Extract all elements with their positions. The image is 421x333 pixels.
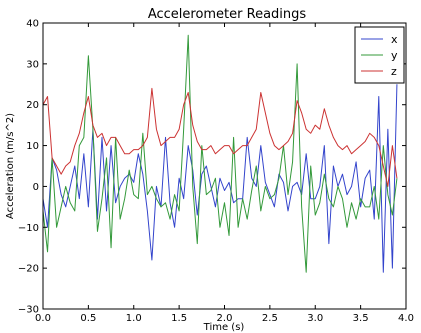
- x-axis-label: Time (s): [203, 322, 245, 333]
- legend-label-y: y: [391, 49, 398, 62]
- y-tick-label: 30: [26, 59, 39, 70]
- y-tick-label: 40: [26, 19, 39, 30]
- legend-label-z: z: [391, 65, 397, 78]
- legend-label-x: x: [391, 33, 398, 46]
- y-tick-label: −20: [18, 264, 39, 275]
- x-tick-label: 3.0: [307, 313, 323, 324]
- x-tick-label: 1.0: [126, 313, 142, 324]
- y-tick-label: 0: [33, 182, 39, 193]
- x-tick-label: 4.0: [398, 313, 414, 324]
- x-tick-label: 0.0: [35, 313, 51, 324]
- y-tick-label: −30: [18, 305, 39, 316]
- y-tick-label: −10: [18, 223, 39, 234]
- chart-title: Accelerometer Readings: [148, 7, 307, 22]
- y-axis: −30 −20 −10 0 10 20 30 40: [18, 19, 406, 316]
- x-tick-label: 3.5: [353, 313, 369, 324]
- y-tick-label: 20: [26, 100, 39, 111]
- series-line-y: [43, 34, 398, 273]
- y-tick-label: 10: [26, 141, 39, 152]
- x-tick-label: 2.5: [262, 313, 278, 324]
- x-tick-label: 0.5: [80, 313, 96, 324]
- y-axis-label: Acceleration (m/s^2): [5, 113, 16, 219]
- x-tick-label: 2.0: [217, 313, 233, 324]
- x-tick-label: 1.5: [171, 313, 187, 324]
- series-line-z: [43, 87, 398, 187]
- legend: xyz: [354, 26, 405, 84]
- series-layer: [43, 34, 398, 273]
- x-axis: 0.0 0.5 1.0 1.5 2.0 2.5 3.0 3.5 4.0: [35, 23, 414, 324]
